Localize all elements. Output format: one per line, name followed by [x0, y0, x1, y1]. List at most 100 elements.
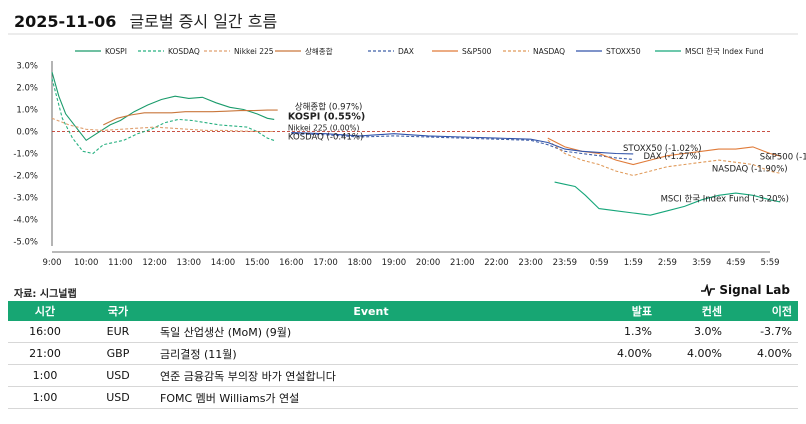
cell-country: USD: [82, 364, 154, 387]
legend-entry-msci-한국-index-fund: MSCI 한국 Index Fund: [685, 47, 764, 56]
series-label-상해종합: 상해종합 (0.97%): [295, 101, 363, 112]
header-previous: 이전: [728, 301, 798, 321]
cell-previous: [728, 364, 798, 387]
series-label-nikkei-225: Nikkei 225 (0.00%): [288, 123, 360, 132]
brand: Signal Lab: [701, 283, 790, 297]
table-row: 21:00 GBP 금리결정 (11월) 4.00% 4.00% 4.00%: [8, 342, 798, 365]
x-tick-label: 1:59: [624, 258, 643, 268]
legend-entry-dax: DAX: [398, 47, 414, 56]
cell-time: 16:00: [8, 321, 82, 343]
y-tick-label: -2.0%: [13, 172, 38, 182]
cell-consensus: [658, 364, 728, 387]
legend-entry-nikkei-225: Nikkei 225: [234, 47, 274, 56]
y-tick-label: -4.0%: [13, 216, 38, 226]
series-line-nikkei-225: [51, 117, 275, 133]
cell-actual: 1.3%: [588, 321, 658, 343]
series-line-msci-한국-index-fund: [554, 181, 781, 216]
header-actual: 발표: [588, 301, 658, 321]
report-title: 글로벌 증시 일간 흐름: [129, 12, 278, 31]
economic-events-table: 시간 국가 Event 발표 컨센 이전 16:00 EUR 독일 산업생산 (…: [8, 301, 798, 409]
pulse-icon: [701, 284, 716, 296]
brand-name: Signal Lab: [719, 283, 790, 297]
x-tick-label: 23:00: [518, 258, 543, 268]
header-time: 시간: [8, 301, 82, 321]
cell-previous: -3.7%: [728, 321, 798, 343]
table-row: 1:00 USD 연준 금융감독 부의장 바가 연설합니다: [8, 364, 798, 387]
series-line-nasdaq: [547, 139, 781, 177]
line-chart: KOSPI KOSDAQ Nikkei 225 상해종합 DAX S&P500 NASDAQ…: [8, 33, 806, 268]
legend-entry-상해종합: 상해종합: [305, 46, 333, 56]
cell-event: 연준 금융감독 부의장 바가 연설합니다: [154, 364, 588, 387]
x-tick-label: 22:00: [484, 258, 509, 268]
cell-event: 독일 산업생산 (MoM) (9월): [154, 321, 588, 343]
x-tick-label: 21:00: [450, 258, 475, 268]
cell-country: USD: [82, 386, 154, 409]
y-tick-label: -3.0%: [13, 194, 38, 204]
series-label-kosdaq: KOSDAQ (-0.41%): [288, 132, 363, 142]
cell-event: 금리결정 (11월): [154, 342, 588, 365]
series-line-stoxx50: [291, 132, 634, 155]
y-tick-label: 3.0%: [16, 61, 38, 71]
x-tick-label: 16:00: [279, 258, 304, 268]
cell-time: 1:00: [8, 364, 82, 387]
series-label-kospi: KOSPI (0.55%): [288, 111, 365, 122]
x-tick-label: 10:00: [74, 258, 99, 268]
table-row: 16:00 EUR 독일 산업생산 (MoM) (9월) 1.3% 3.0% -…: [8, 321, 798, 343]
legend-entry-s-p500: S&P500: [462, 47, 492, 56]
series-line-상해종합: [103, 109, 278, 126]
x-tick-label: 0:59: [590, 258, 609, 268]
x-tick-label: 2:59: [658, 258, 677, 268]
legend: KOSPI KOSDAQ Nikkei 225 상해종합 DAX S&P500 NASDAQ…: [75, 46, 764, 56]
x-tick-label: 9:00: [42, 258, 61, 268]
x-axis: 9:00 10:00 11:00 12:00 13:00 14:00 15:00 16:00 1…: [42, 251, 780, 268]
table-row: 1:00 USD FOMC 멤버 Williams가 연설: [8, 386, 798, 409]
series-end-labels: KOSPI (0.55%) KOSDAQ (-0.41%)Nikkei 225 (…: [288, 101, 806, 204]
y-axis: 3.0% 2.0% 1.0% 0.0% -1.0% -2.0% -3.0% -4.0% -5.0…: [13, 61, 770, 248]
legend-entry-nasdaq: NASDAQ: [533, 47, 565, 56]
cell-consensus: [658, 386, 728, 409]
cell-actual: 4.00%: [588, 342, 658, 365]
y-tick-label: 0.0%: [16, 127, 38, 137]
page-title: 2025-11-06 글로벌 증시 일간 흐름: [14, 8, 277, 32]
series-label-msci-한국-index-fund: MSCI 한국 Index Fund (-3.20%): [661, 195, 789, 205]
legend-entry-stoxx50: STOXX50: [606, 47, 641, 56]
series-line-dax: [291, 133, 634, 160]
cell-country: EUR: [82, 321, 154, 343]
x-tick-label: 23:59: [553, 258, 578, 268]
cell-consensus: 4.00%: [658, 342, 728, 365]
cell-previous: [728, 386, 798, 409]
series-label-s-p500: S&P500 (-1.12%): [760, 153, 806, 163]
y-tick-label: 2.0%: [16, 83, 38, 93]
x-tick-label: 3:59: [692, 258, 711, 268]
legend-entry-kosdaq: KOSDAQ: [168, 47, 200, 56]
x-tick-label: 5:59: [760, 258, 779, 268]
x-tick-label: 4:59: [726, 258, 745, 268]
cell-time: 21:00: [8, 342, 82, 365]
x-tick-label: 15:00: [245, 258, 270, 268]
cell-time: 1:00: [8, 386, 82, 409]
cell-actual: [588, 364, 658, 387]
header-consensus: 컨센: [658, 301, 728, 321]
report-date: 2025-11-06: [14, 12, 117, 31]
x-tick-label: 17:00: [313, 258, 338, 268]
x-tick-label: 19:00: [382, 258, 407, 268]
cell-event: FOMC 멤버 Williams가 연설: [154, 386, 588, 409]
cell-consensus: 3.0%: [658, 321, 728, 343]
cell-actual: [588, 386, 658, 409]
series-line-kospi: [51, 71, 275, 142]
x-tick-label: 12:00: [142, 258, 167, 268]
series-lines: [51, 71, 781, 216]
x-tick-label: 20:00: [416, 258, 441, 268]
series-label-stoxx50: STOXX50 (-1.02%): [623, 144, 702, 154]
legend-entry-kospi: KOSPI: [105, 47, 127, 56]
series-line-kosdaq: [51, 78, 275, 155]
y-tick-label: 1.0%: [16, 105, 38, 115]
x-tick-label: 11:00: [108, 258, 133, 268]
x-tick-label: 18:00: [347, 258, 372, 268]
y-tick-label: -5.0%: [13, 238, 38, 248]
cell-country: GBP: [82, 342, 154, 365]
y-tick-label: -1.0%: [13, 150, 38, 160]
series-label-dax: DAX (-1.27%): [643, 152, 700, 162]
header-country: 국가: [82, 301, 154, 321]
header-event: Event: [154, 301, 588, 321]
